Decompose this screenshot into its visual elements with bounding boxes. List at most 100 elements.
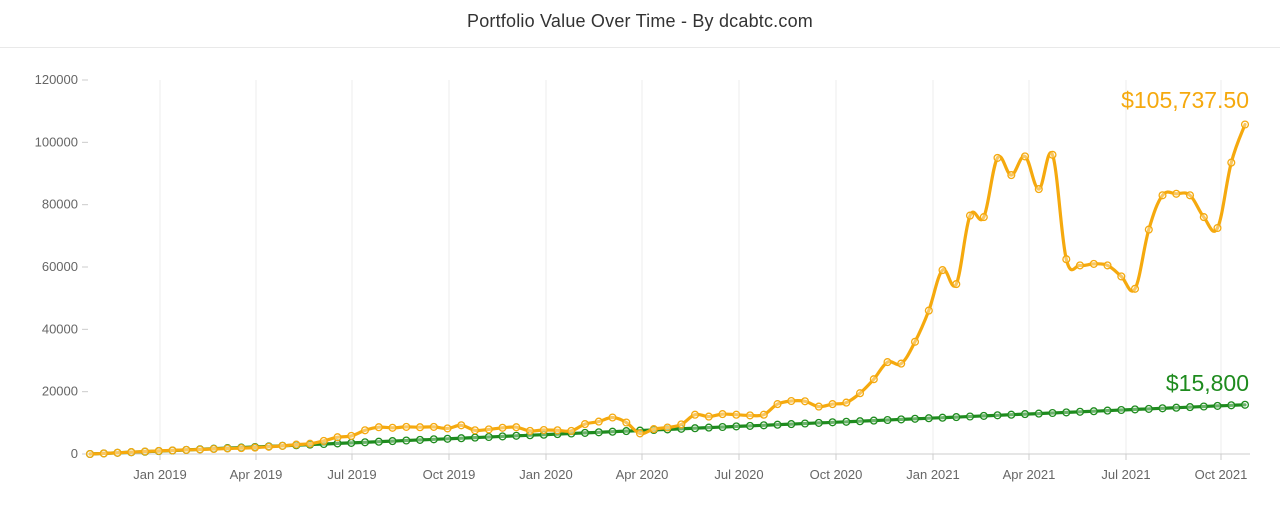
portfolio-point <box>127 448 136 457</box>
portfolio-point <box>415 423 425 432</box>
invested-point <box>855 417 865 426</box>
portfolio-point <box>347 431 356 440</box>
portfolio-point <box>1020 152 1030 161</box>
invested-point <box>993 411 1002 420</box>
invested-point <box>1048 408 1057 418</box>
invested-point <box>1199 402 1208 411</box>
portfolio-point <box>182 445 191 454</box>
invested-point <box>1034 409 1043 418</box>
portfolio-point <box>319 436 328 445</box>
invested-point <box>952 413 961 422</box>
portfolio-point <box>113 448 122 457</box>
invested-point <box>1130 405 1140 414</box>
portfolio-point <box>429 422 438 431</box>
portfolio-point <box>690 410 700 419</box>
invested-point <box>594 428 603 437</box>
invested-point <box>429 435 438 444</box>
portfolio-point <box>732 410 741 419</box>
x-tick-label: Oct 2019 <box>423 467 476 482</box>
portfolio-point <box>264 442 273 451</box>
y-tick-label: 80000 <box>42 197 78 212</box>
invested-point <box>1158 404 1167 413</box>
portfolio-point <box>1172 189 1181 198</box>
portfolio-point <box>1007 171 1016 180</box>
invested-point <box>814 418 823 427</box>
portfolio-point <box>360 426 370 435</box>
x-tick-label: Apr 2019 <box>230 467 283 482</box>
portfolio-point <box>443 424 452 433</box>
portfolio-point <box>759 410 768 419</box>
invested-point <box>800 419 810 428</box>
portfolio-point <box>1062 255 1071 264</box>
y-tick-label: 0 <box>71 446 78 461</box>
portfolio-point <box>457 421 466 430</box>
invested-point <box>787 420 796 429</box>
invested-point <box>924 414 933 423</box>
portfolio-point <box>1103 261 1112 270</box>
portfolio-point <box>663 423 672 432</box>
x-tick-label: Jan 2020 <box>519 467 573 482</box>
portfolio-line <box>88 122 1247 456</box>
portfolio-point <box>1048 150 1057 159</box>
portfolio-point <box>278 441 287 450</box>
y-tick-label: 40000 <box>42 321 78 336</box>
x-tick-label: Oct 2021 <box>1195 467 1248 482</box>
invested-point <box>1240 400 1250 409</box>
portfolio-point <box>99 449 108 458</box>
portfolio-point <box>883 358 892 367</box>
invested-point <box>1227 401 1236 410</box>
portfolio-point <box>952 280 961 289</box>
portfolio-point <box>1117 272 1126 281</box>
portfolio-point <box>1034 185 1043 194</box>
portfolio-point <box>649 425 658 434</box>
portfolio-point <box>85 449 95 459</box>
portfolio-point <box>787 396 796 406</box>
portfolio-point <box>869 375 878 384</box>
invested-point <box>704 423 713 432</box>
portfolio-point <box>993 153 1002 162</box>
portfolio-point <box>800 397 810 406</box>
portfolio-point <box>168 446 177 455</box>
portfolio-point <box>773 400 782 409</box>
portfolio-point <box>855 389 865 398</box>
y-tick-label: 120000 <box>35 72 78 87</box>
invested-point <box>842 417 851 426</box>
portfolio-point <box>842 398 851 407</box>
x-tick-label: Jul 2021 <box>1101 467 1150 482</box>
portfolio-point <box>1213 223 1222 233</box>
invested-point <box>415 435 425 444</box>
invested-point <box>498 432 507 441</box>
invested-point <box>759 421 768 430</box>
invested-point <box>457 434 466 443</box>
chart-header: Portfolio Value Over Time - By dcabtc.co… <box>0 0 1280 48</box>
portfolio-point <box>979 213 988 222</box>
portfolio-point <box>305 439 315 448</box>
portfolio-point <box>1089 259 1098 268</box>
portfolio-point <box>1199 213 1208 222</box>
invested-point <box>347 438 356 447</box>
portfolio-point <box>1075 261 1085 270</box>
invested-point <box>470 433 480 442</box>
y-tick-label: 60000 <box>42 259 78 274</box>
invested-point <box>608 427 617 436</box>
portfolio-point <box>292 440 301 449</box>
invested-point <box>910 414 920 423</box>
portfolio-point <box>525 426 535 435</box>
invested-point <box>1185 403 1195 412</box>
portfolio-point <box>140 447 150 456</box>
invested-point <box>1144 404 1153 413</box>
portfolio-point <box>539 425 548 435</box>
invested-point <box>1089 407 1098 416</box>
portfolio-point <box>622 418 631 427</box>
portfolio-point <box>594 417 603 426</box>
portfolio-point <box>374 423 383 432</box>
x-tick-label: Oct 2020 <box>810 467 863 482</box>
portfolio-point <box>154 446 163 455</box>
invested-point <box>1007 410 1016 419</box>
x-tick-label: Jan 2019 <box>133 467 187 482</box>
invested-point <box>745 421 755 430</box>
invested-point <box>443 434 452 443</box>
invested-point <box>1172 403 1181 412</box>
portfolio-point <box>828 400 837 409</box>
portfolio-point <box>580 420 590 429</box>
